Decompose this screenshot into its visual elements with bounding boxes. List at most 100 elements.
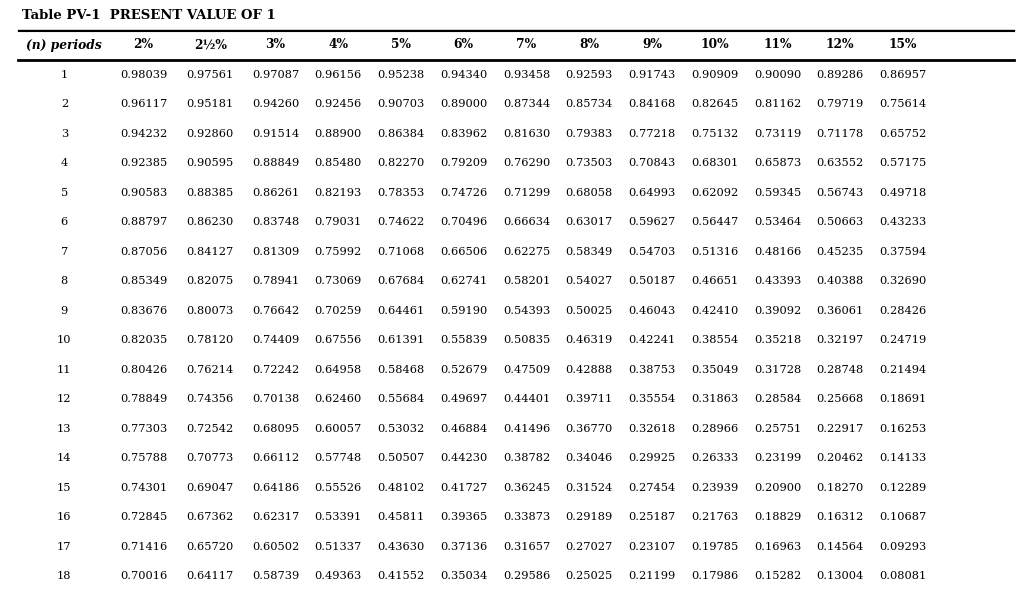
Text: 0.47509: 0.47509 [503, 365, 550, 375]
Text: 0.82035: 0.82035 [120, 335, 167, 345]
Text: 3%: 3% [265, 39, 286, 52]
Text: 0.79719: 0.79719 [816, 99, 864, 109]
Text: 1: 1 [60, 70, 68, 80]
Text: 0.62275: 0.62275 [503, 247, 550, 257]
Text: 0.33873: 0.33873 [503, 512, 550, 522]
Text: 0.96156: 0.96156 [314, 70, 361, 80]
Text: 0.41727: 0.41727 [440, 483, 487, 493]
Text: 0.44401: 0.44401 [503, 394, 550, 404]
Text: 0.92593: 0.92593 [565, 70, 612, 80]
Text: 0.29925: 0.29925 [629, 453, 676, 464]
Text: 0.72542: 0.72542 [186, 424, 233, 434]
Text: 0.90090: 0.90090 [754, 70, 801, 80]
Text: 0.60502: 0.60502 [252, 542, 299, 552]
Text: 0.87056: 0.87056 [120, 247, 167, 257]
Text: 0.84127: 0.84127 [186, 247, 233, 257]
Text: 0.72242: 0.72242 [252, 365, 299, 375]
Text: 0.76214: 0.76214 [186, 365, 233, 375]
Text: 0.94340: 0.94340 [440, 70, 487, 80]
Text: 0.13004: 0.13004 [816, 571, 864, 581]
Text: 0.81630: 0.81630 [503, 129, 550, 139]
Text: 0.76642: 0.76642 [252, 306, 299, 316]
Text: 0.63552: 0.63552 [816, 158, 864, 168]
Text: 0.88900: 0.88900 [314, 129, 361, 139]
Text: 0.32690: 0.32690 [880, 276, 927, 286]
Text: 6%: 6% [454, 39, 474, 52]
Text: 0.21494: 0.21494 [880, 365, 927, 375]
Text: 0.68095: 0.68095 [252, 424, 299, 434]
Text: 0.70259: 0.70259 [314, 306, 361, 316]
Text: 0.40388: 0.40388 [816, 276, 864, 286]
Text: 0.72845: 0.72845 [120, 512, 167, 522]
Text: 0.75788: 0.75788 [120, 453, 167, 464]
Text: 0.62092: 0.62092 [691, 188, 738, 198]
Text: 0.74301: 0.74301 [120, 483, 167, 493]
Text: 0.53391: 0.53391 [314, 512, 361, 522]
Text: 0.36245: 0.36245 [503, 483, 550, 493]
Text: 0.43393: 0.43393 [754, 276, 801, 286]
Text: 0.79031: 0.79031 [314, 217, 361, 227]
Text: 0.31524: 0.31524 [565, 483, 612, 493]
Text: 0.68058: 0.68058 [565, 188, 612, 198]
Text: 0.95238: 0.95238 [377, 70, 425, 80]
Text: 0.23107: 0.23107 [629, 542, 676, 552]
Text: 0.64461: 0.64461 [377, 306, 425, 316]
Text: 0.41496: 0.41496 [503, 424, 550, 434]
Text: 0.46884: 0.46884 [440, 424, 487, 434]
Text: 0.86230: 0.86230 [186, 217, 233, 227]
Text: 0.43233: 0.43233 [880, 217, 927, 227]
Text: 0.62317: 0.62317 [252, 512, 299, 522]
Text: 0.77303: 0.77303 [120, 424, 167, 434]
Text: 0.17986: 0.17986 [691, 571, 738, 581]
Text: 0.64117: 0.64117 [186, 571, 233, 581]
Text: 0.51337: 0.51337 [314, 542, 361, 552]
Text: 0.23939: 0.23939 [691, 483, 738, 493]
Text: 0.45235: 0.45235 [816, 247, 864, 257]
Text: 6: 6 [60, 217, 68, 227]
Text: 12: 12 [57, 394, 72, 404]
Text: 0.88849: 0.88849 [252, 158, 299, 168]
Text: 0.14564: 0.14564 [816, 542, 864, 552]
Text: 0.16963: 0.16963 [754, 542, 801, 552]
Text: 0.34046: 0.34046 [565, 453, 612, 464]
Text: 0.75992: 0.75992 [314, 247, 361, 257]
Text: 3: 3 [60, 129, 68, 139]
Text: 0.97561: 0.97561 [186, 70, 233, 80]
Text: 0.25025: 0.25025 [565, 571, 612, 581]
Text: 0.35218: 0.35218 [754, 335, 801, 345]
Text: 0.71178: 0.71178 [816, 129, 864, 139]
Text: 0.14133: 0.14133 [880, 453, 927, 464]
Text: 0.92456: 0.92456 [314, 99, 361, 109]
Text: 0.35049: 0.35049 [691, 365, 738, 375]
Text: 0.85734: 0.85734 [565, 99, 612, 109]
Text: 0.70138: 0.70138 [252, 394, 299, 404]
Text: 0.67362: 0.67362 [186, 512, 233, 522]
Text: 0.55684: 0.55684 [377, 394, 425, 404]
Text: 0.42241: 0.42241 [629, 335, 676, 345]
Text: 0.67556: 0.67556 [314, 335, 361, 345]
Text: 11%: 11% [763, 39, 792, 52]
Text: 0.27454: 0.27454 [629, 483, 676, 493]
Text: 0.85480: 0.85480 [314, 158, 361, 168]
Text: 0.82075: 0.82075 [186, 276, 233, 286]
Text: 0.58468: 0.58468 [377, 365, 425, 375]
Text: 9: 9 [60, 306, 68, 316]
Text: 0.28426: 0.28426 [880, 306, 927, 316]
Text: 11: 11 [57, 365, 72, 375]
Text: 0.89286: 0.89286 [816, 70, 864, 80]
Text: 0.54703: 0.54703 [629, 247, 676, 257]
Text: 0.39092: 0.39092 [754, 306, 801, 316]
Text: 0.90583: 0.90583 [120, 188, 167, 198]
Text: 0.32197: 0.32197 [816, 335, 864, 345]
Text: 0.28748: 0.28748 [816, 365, 864, 375]
Text: 18: 18 [57, 571, 72, 581]
Text: 0.50187: 0.50187 [629, 276, 676, 286]
Text: 0.82270: 0.82270 [377, 158, 425, 168]
Text: 0.55526: 0.55526 [314, 483, 361, 493]
Text: 0.83676: 0.83676 [120, 306, 167, 316]
Text: 0.35554: 0.35554 [629, 394, 676, 404]
Text: 0.31728: 0.31728 [754, 365, 801, 375]
Text: 0.46043: 0.46043 [629, 306, 676, 316]
Text: 0.45811: 0.45811 [377, 512, 425, 522]
Text: 0.80426: 0.80426 [120, 365, 167, 375]
